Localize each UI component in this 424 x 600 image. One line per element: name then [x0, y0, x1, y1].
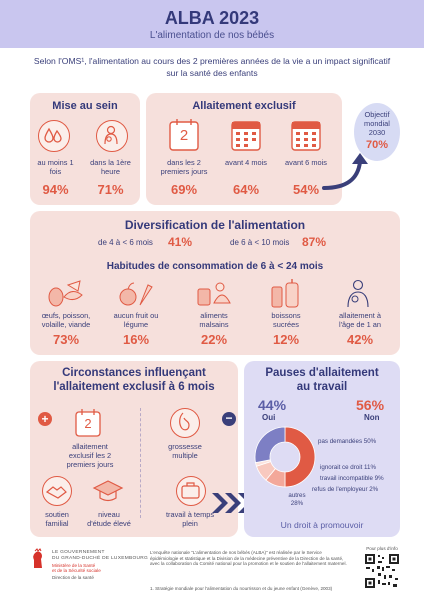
pauses-title-2: au travail [296, 381, 348, 393]
circ-item-0-label: allaitement exclusif les 2 premiers jour… [66, 442, 114, 469]
minus-icon: − [222, 412, 236, 426]
gov-line5: Direction de la santé [52, 575, 94, 580]
graduation-cap-icon [92, 476, 124, 506]
diversif-right-label: de 6 à < 10 mois [230, 238, 290, 247]
circonstances-title-2: l'allaitement exclusif à 6 mois [53, 381, 215, 393]
donut-slice-0 [284, 426, 316, 488]
protein-foods-icon [48, 280, 83, 307]
pauses-title-1: Pauses d'allaitement [265, 367, 379, 379]
segment-label-0: pas demandées 50% [318, 438, 377, 445]
gov-line2: DU GRAND-DUCHÉ DE LUXEMBOURG [52, 556, 149, 561]
calendar-grid-icon [290, 118, 322, 152]
fruit-vegetable-icon [119, 282, 153, 306]
habitude-4-value: 42% [346, 332, 374, 347]
junk-food-icon [197, 282, 231, 306]
calendar-number: 2 [179, 127, 189, 144]
plus-icon: + [38, 412, 52, 426]
segment-label-2: travail incompatible 9% [320, 475, 384, 482]
divider [140, 408, 141, 518]
diversif-left-value: 41% [168, 235, 193, 249]
calendar-icon [74, 408, 102, 438]
mise-item-0-label: au moins 1 fois [37, 158, 74, 176]
breastfeeding-icon [347, 279, 369, 308]
mise-au-sein-title: Mise au sein [52, 100, 118, 112]
diversif-left-label: de 4 à < 6 mois [98, 238, 153, 247]
objectif-bubble [354, 103, 400, 161]
qr-code-icon[interactable] [364, 553, 400, 589]
handshake-icon [42, 476, 72, 506]
habitude-1-label: aucun fruit ou légume [113, 311, 159, 329]
habitude-0-value: 73% [52, 332, 80, 347]
excl-item-1-value: 64% [232, 182, 260, 197]
mise-item-1-value: 71% [97, 182, 124, 197]
objectif-value: 70% [365, 139, 389, 151]
segment-label-1: ignorait ce droit 11% [320, 464, 376, 471]
mise-item-0-value: 94% [42, 182, 69, 197]
intro-text: Selon l'OMS¹, l'alimentation au cours de… [33, 56, 391, 78]
diversification-card [30, 211, 400, 355]
excl-item-1-label: avant 4 mois [225, 158, 267, 167]
non-value: 56% [356, 397, 385, 413]
curved-arrow-icon [322, 153, 368, 190]
circ-item-2-label: soutien familial [45, 510, 69, 528]
excl-item-2-value: 54% [292, 182, 320, 197]
mother-baby-icon [96, 120, 128, 152]
gov-line3: Ministère de la Santé [52, 563, 96, 568]
calendar-grid-icon [230, 118, 262, 152]
page-title: ALBA 2023 [164, 8, 260, 28]
sugary-drinks-icon [271, 279, 299, 308]
habitude-3-value: 12% [272, 332, 300, 347]
segment-label-4: autres 28% [288, 492, 306, 507]
gov-line1: LE GOUVERNEMENT [52, 550, 105, 555]
habitude-3-label: boissons sucrées [271, 311, 301, 329]
non-label: Non [364, 413, 380, 422]
objectif-year: 2030 [368, 128, 386, 137]
excl-item-0-label: dans les 2 premiers jours [160, 158, 208, 176]
circonstances-title-1: Circonstances influençant [62, 367, 206, 379]
donut-slice-4 [254, 426, 286, 464]
oui-value: 44% [258, 397, 287, 413]
objectif-line2: mondial [364, 119, 390, 128]
pauses-donut-chart [254, 426, 316, 488]
habitude-0-label: œufs, poisson, volaille, viande [41, 311, 91, 329]
page-subtitle: L'alimentation de nos bébés [149, 30, 275, 41]
luxembourg-lion-icon [33, 548, 42, 568]
habitudes-title: Habitudes de consommation de 6 à < 24 mo… [106, 261, 324, 272]
briefcase-icon [176, 476, 206, 506]
habitude-2-label: aliments malsains [199, 311, 229, 329]
diversification-title: Diversification de l'alimentation [124, 218, 306, 232]
excl-item-0-value: 69% [170, 182, 198, 197]
qr-label: Pour plus d'info [366, 546, 398, 551]
pauses-footer: Un droit à promouvoir [280, 520, 364, 530]
pregnancy-icon [170, 408, 200, 438]
circ-item-3-label: niveau d'étude élevé [87, 510, 131, 528]
mise-item-1-label: dans la 1ère heure [90, 158, 131, 176]
habitude-1-value: 16% [122, 332, 150, 347]
habitude-2-value: 22% [200, 332, 228, 347]
footer-text: L'enquête nationale "L'alimentation de n… [150, 550, 347, 567]
circ-calendar-number: 2 [84, 416, 92, 431]
diversif-right-value: 87% [302, 235, 327, 249]
calendar-icon [168, 118, 200, 152]
objectif-line1: Objectif [364, 110, 390, 119]
footer-note: 1. Stratégie mondiale pour l'alimentatio… [150, 586, 333, 591]
excl-item-2-label: avant 6 mois [285, 158, 327, 167]
circ-item-1-label: grossesse multiple [168, 442, 202, 460]
header-band [0, 0, 424, 48]
circonstances-card [30, 361, 238, 537]
milk-drops-icon [38, 120, 70, 152]
segment-label-3: refus de l'employeur 2% [312, 486, 379, 493]
gov-line4: et de la Sécurité sociale [52, 568, 101, 573]
allaitement-exclusif-title: Allaitement exclusif [192, 100, 296, 112]
oui-label: Oui [262, 413, 276, 422]
footer [0, 542, 424, 600]
habitude-4-label: allaitement à l'âge de 1 an [338, 311, 382, 329]
circ-item-4-label: travail à temps plein [165, 510, 215, 528]
